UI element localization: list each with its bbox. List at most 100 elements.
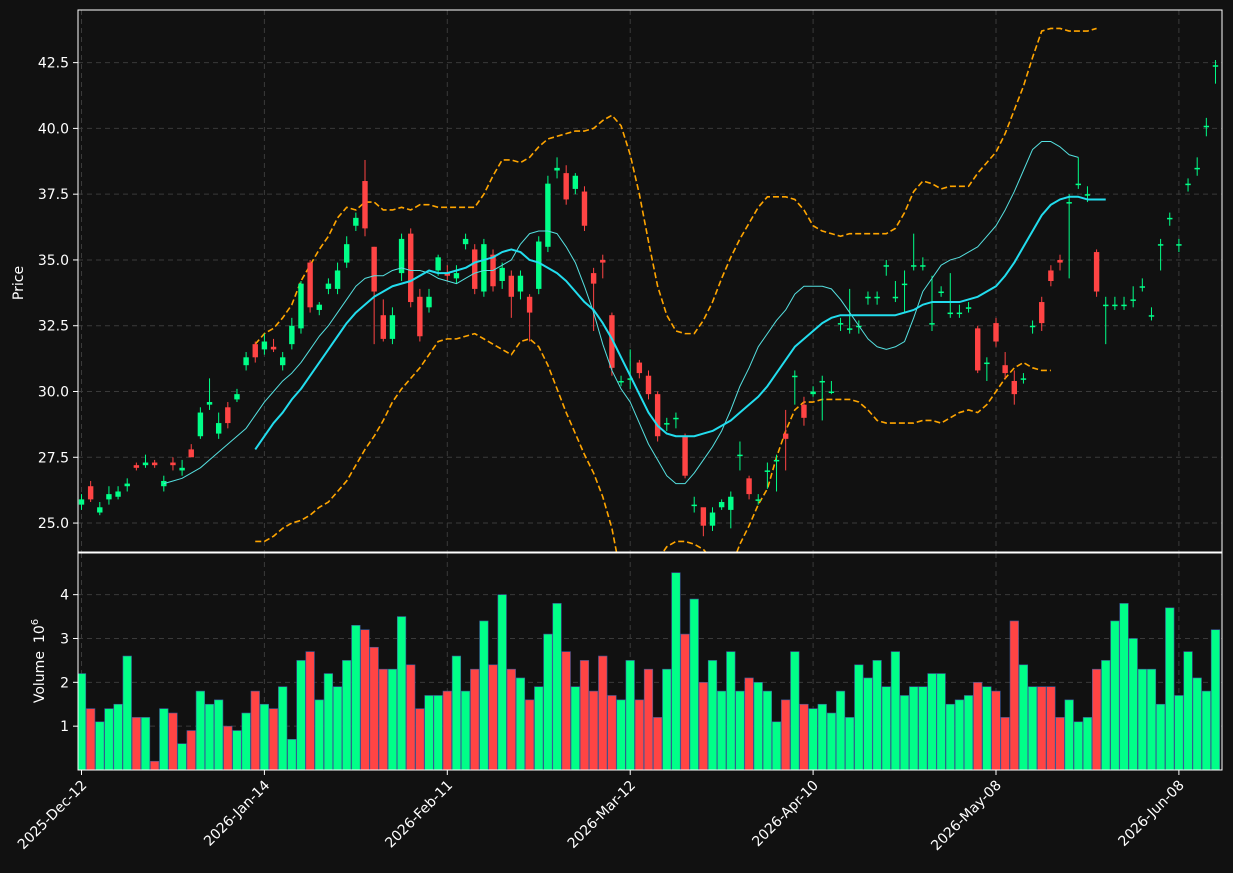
volume-bar xyxy=(342,660,352,770)
candle-body xyxy=(380,315,386,339)
candle-body xyxy=(645,375,652,395)
volume-bar xyxy=(1137,668,1147,770)
volume-bar xyxy=(954,699,965,770)
candle-body xyxy=(371,246,377,292)
volume-bar xyxy=(634,699,644,770)
volume-tick-label: 4 xyxy=(60,588,69,604)
volume-bar xyxy=(1018,664,1029,770)
upper-band-line xyxy=(254,27,1097,345)
candle-body xyxy=(938,291,944,294)
volume-axis: 1 2 3 4 xyxy=(60,588,78,735)
volume-bar xyxy=(378,668,388,770)
volume-bar xyxy=(223,725,233,770)
volume-bar xyxy=(1046,686,1056,770)
price-tick-label: 30.0 xyxy=(38,385,69,401)
candle-body xyxy=(133,465,140,468)
candle-body xyxy=(170,462,176,466)
candle-body xyxy=(1130,299,1136,301)
candle-body xyxy=(270,346,277,350)
candle-body xyxy=(435,257,441,271)
candle-body xyxy=(124,483,130,487)
candle-body xyxy=(746,478,752,495)
volume-bar xyxy=(186,730,196,770)
candle-body xyxy=(874,296,880,299)
candle-body xyxy=(1066,202,1072,204)
volume-bar xyxy=(616,699,626,770)
volume-bar xyxy=(314,699,324,770)
volume-bar xyxy=(415,708,425,770)
candle-body xyxy=(1112,304,1118,307)
candle-body xyxy=(334,270,341,289)
volume-axis-title: Volume 106 xyxy=(30,619,48,703)
candle-body xyxy=(298,283,304,329)
candle-body xyxy=(846,328,853,330)
long-moving-average-line xyxy=(254,195,1106,450)
volume-bar xyxy=(460,690,471,770)
lower-band-line xyxy=(255,332,1051,552)
candle-body xyxy=(1039,302,1045,324)
volume-bar xyxy=(351,625,361,770)
candle-body xyxy=(97,507,103,513)
volume-bar xyxy=(214,699,224,770)
volume-bar xyxy=(845,717,855,770)
candle-body xyxy=(142,462,149,466)
volume-bar xyxy=(598,655,608,770)
candle-body xyxy=(545,183,551,247)
candle-body xyxy=(956,312,963,315)
candle-body xyxy=(920,265,926,267)
candle-body xyxy=(408,233,414,303)
volume-tick-label: 2 xyxy=(60,675,69,691)
candle-body xyxy=(499,267,505,281)
volume-panel-frame xyxy=(77,552,1223,771)
volume-bar xyxy=(570,686,580,770)
volume-bar xyxy=(396,616,407,770)
volume-bar xyxy=(1210,629,1221,770)
volume-bar xyxy=(607,695,617,770)
volume-bar xyxy=(543,633,553,770)
candle-body xyxy=(151,462,158,466)
volume-bar xyxy=(259,703,270,770)
candle-body xyxy=(965,307,972,309)
price-tick-label: 32.5 xyxy=(38,319,69,335)
volume-bar xyxy=(1146,668,1157,770)
volume-bar xyxy=(982,686,992,770)
volume-bar xyxy=(369,646,379,770)
candle-body xyxy=(115,491,121,497)
candle-body xyxy=(737,454,743,457)
volume-bar xyxy=(707,660,718,770)
candle-body xyxy=(1057,259,1063,263)
volume-bar xyxy=(95,721,105,770)
candle-body xyxy=(682,436,688,476)
volume-bar xyxy=(835,690,846,770)
candle-body xyxy=(837,323,844,325)
candle-body xyxy=(161,480,167,487)
candle-body xyxy=(700,507,707,526)
candle-body xyxy=(215,423,222,434)
candle-body xyxy=(279,357,286,366)
volume-bar xyxy=(817,703,827,770)
candle-body xyxy=(901,283,908,286)
volume-bar xyxy=(726,651,736,770)
volume-bar xyxy=(689,598,699,770)
candle-body xyxy=(353,217,359,226)
volume-bar xyxy=(150,760,160,770)
volume-bar xyxy=(579,660,590,770)
volume-bar xyxy=(1009,620,1019,770)
volume-bar xyxy=(927,673,937,770)
volume-bar xyxy=(1101,660,1111,770)
volume-bar xyxy=(973,682,983,770)
candle-body xyxy=(398,238,405,274)
candle-body xyxy=(526,296,533,313)
volume-bar xyxy=(890,651,901,770)
volume-bar xyxy=(360,629,370,770)
volume-bar xyxy=(250,690,260,770)
candle-body xyxy=(426,296,432,308)
candle-body xyxy=(792,375,798,378)
volume-bar xyxy=(204,703,215,770)
volume-bar xyxy=(1165,607,1175,770)
volume-bar xyxy=(625,660,635,770)
volume-bar xyxy=(653,717,663,770)
candle-body xyxy=(581,191,588,226)
candle-body xyxy=(179,467,185,471)
candle-body xyxy=(993,323,999,342)
